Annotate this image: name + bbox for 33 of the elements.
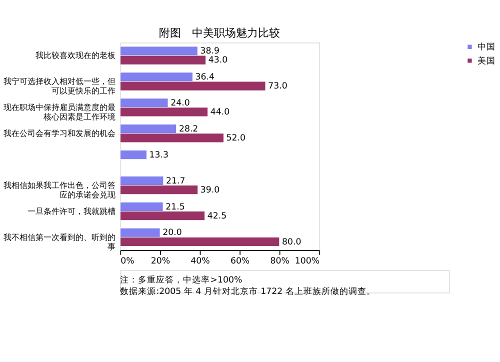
legend-label: 中国 bbox=[478, 41, 496, 52]
data-label: 52.0 bbox=[226, 134, 246, 144]
source-note: 数据来源:2005 年 4 月针对北京市 1722 名上班族所做的调查。 bbox=[120, 286, 376, 297]
data-label: 38.9 bbox=[200, 46, 220, 57]
chart-title: 附图 中美职场魅力比较 bbox=[159, 26, 280, 40]
data-label: 24.0 bbox=[170, 98, 190, 108]
data-label: 73.0 bbox=[268, 82, 288, 92]
y-tick-label: 现在职场中保持雇员满意度的最核心因素是工作环境 bbox=[3, 103, 116, 122]
data-label: 21.5 bbox=[166, 202, 185, 212]
data-label: 80.0 bbox=[282, 237, 302, 248]
data-label: 21.7 bbox=[166, 176, 186, 186]
x-tick-label: 60% bbox=[230, 256, 250, 267]
y-tick-label: 我不相信第一次看到的、听到的事 bbox=[3, 232, 116, 252]
data-label: 28.2 bbox=[178, 124, 198, 134]
y-tick-label: 我比较喜欢现在的老板 bbox=[35, 51, 116, 60]
data-label: 43.0 bbox=[208, 56, 228, 66]
y-tick-label: 一旦条件许可，我就跳槽 bbox=[27, 206, 116, 216]
data-label: 39.0 bbox=[200, 185, 220, 196]
x-tick-label: 80% bbox=[270, 256, 290, 267]
legend-label: 美国 bbox=[478, 55, 496, 66]
data-label: 20.0 bbox=[162, 228, 182, 238]
y-tick-label: 我相信如果我工作出色，公司答应的承诺会兑现 bbox=[3, 180, 116, 200]
y-tick-label: 我在公司会有学习和发展的机会 bbox=[3, 128, 116, 138]
data-label: 13.3 bbox=[149, 150, 169, 160]
x-tick-label: 100% bbox=[294, 256, 320, 267]
data-label: 36.4 bbox=[195, 72, 215, 83]
y-tick-label: 我宁可选择收入相对低一些，但可以更快乐的工作 bbox=[3, 77, 116, 96]
text: 注：多重应答，中选率>100% bbox=[120, 274, 242, 286]
x-tick-label: 0% bbox=[120, 256, 134, 267]
data-label: 42.5 bbox=[207, 211, 227, 222]
x-tick-label: 40% bbox=[190, 256, 210, 267]
data-label: 44.0 bbox=[210, 108, 230, 118]
x-tick-label: 20% bbox=[150, 256, 170, 267]
